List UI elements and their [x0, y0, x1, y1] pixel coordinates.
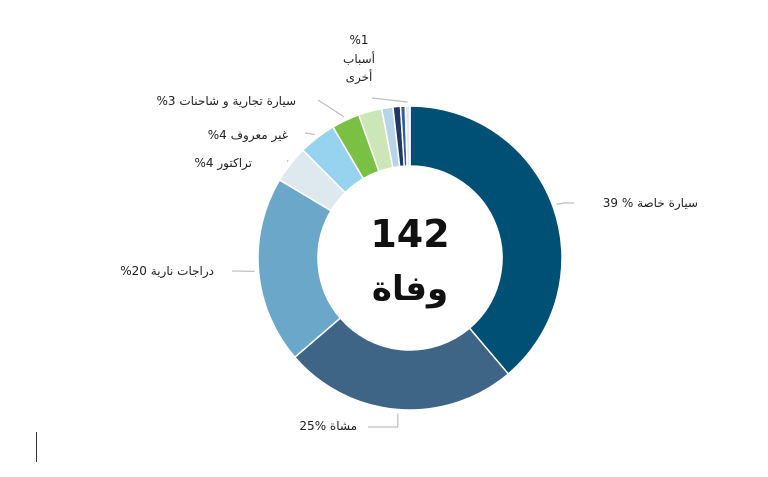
label-unknown: %4 غير معروف [208, 128, 288, 143]
label-other-line1: أسباب [343, 51, 375, 66]
leader-line-4 [304, 132, 315, 136]
label-other-line2: أخرى [346, 69, 373, 85]
slice-10 [404, 105, 411, 167]
leader-lines [231, 97, 574, 428]
label-pedestrians: 25% مشاة [299, 419, 357, 433]
slice-1 [293, 316, 510, 411]
label-motorcycles: %20 دراجات نارية [120, 264, 214, 279]
center-total: 142 [370, 212, 449, 256]
label-tractor: %4 تراكتور [195, 156, 252, 171]
slice-0 [409, 105, 563, 375]
label-other-percent: %1 [349, 33, 368, 47]
donut-slices [257, 105, 563, 411]
leader-line-0 [556, 202, 574, 205]
text-cursor [36, 432, 37, 462]
leader-line-1 [368, 413, 399, 428]
label-commercial-trucks: %3 سيارة تجارية و شاحنات [156, 94, 296, 109]
leader-line-10 [371, 97, 408, 103]
leader-line-5 [317, 99, 345, 118]
center-label: وفاة [372, 269, 448, 309]
leader-line-3 [286, 159, 289, 163]
label-private-car: 39 % سيارة خاصة [603, 196, 698, 211]
